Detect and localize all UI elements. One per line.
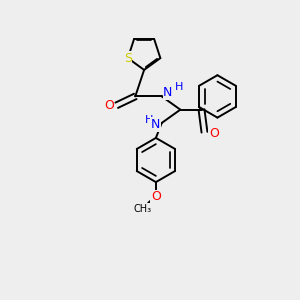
Text: O: O (104, 99, 114, 112)
Text: O: O (209, 127, 219, 140)
Text: N: N (163, 86, 172, 99)
Text: S: S (124, 52, 132, 64)
Text: N: N (151, 118, 160, 131)
Text: H: H (175, 82, 183, 92)
Text: O: O (151, 190, 161, 203)
Text: H: H (145, 115, 153, 125)
Text: CH₃: CH₃ (134, 204, 152, 214)
